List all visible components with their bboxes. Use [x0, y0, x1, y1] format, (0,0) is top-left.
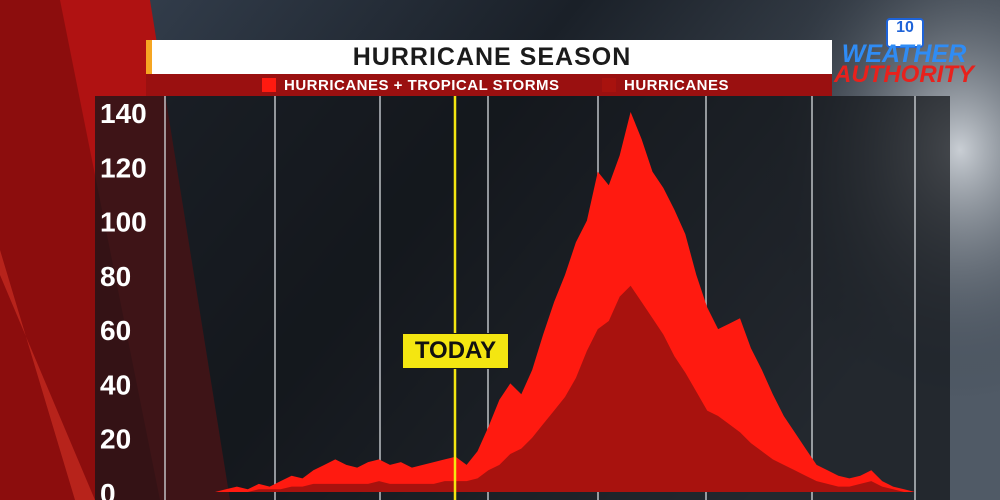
y-tick-label: 100	[100, 207, 147, 238]
legend-item-storms: HURRICANES + TROPICAL STORMS	[262, 74, 560, 96]
y-tick-label: 0	[100, 478, 116, 500]
y-tick-label: 120	[100, 152, 147, 183]
today-label: TODAY	[402, 333, 509, 369]
y-tick-label: 20	[100, 424, 131, 455]
station-logo: 10 WEATHER AUTHORITY	[818, 18, 990, 90]
series-area-storms	[215, 112, 915, 492]
legend: HURRICANES + TROPICAL STORMS HURRICANES	[146, 74, 832, 96]
chart-title: HURRICANE SEASON	[352, 43, 632, 71]
y-axis-ticks: 0 20 40 60 80 100 120 140	[100, 98, 147, 500]
logo-authority-text: AUTHORITY	[834, 61, 974, 88]
legend-label-hurricanes: HURRICANES	[624, 76, 730, 94]
legend-swatch-storms	[262, 78, 276, 92]
y-tick-label: 40	[100, 369, 131, 400]
series-areas	[215, 112, 915, 492]
y-tick-label: 80	[100, 261, 131, 292]
legend-swatch-hurricanes	[602, 78, 616, 92]
series-area-hurricanes	[215, 285, 915, 492]
legend-item-hurricanes: HURRICANES	[602, 74, 729, 96]
y-tick-label: 140	[100, 98, 147, 129]
legend-label-storms: HURRICANES + TROPICAL STORMS	[284, 76, 560, 94]
logo-badge: 10	[886, 18, 924, 48]
y-tick-label: 60	[100, 315, 131, 346]
logo-badge-number: 10	[896, 19, 914, 36]
title-bar: HURRICANE SEASON	[146, 40, 832, 74]
logo-weather-text: WEATHER	[841, 40, 967, 68]
